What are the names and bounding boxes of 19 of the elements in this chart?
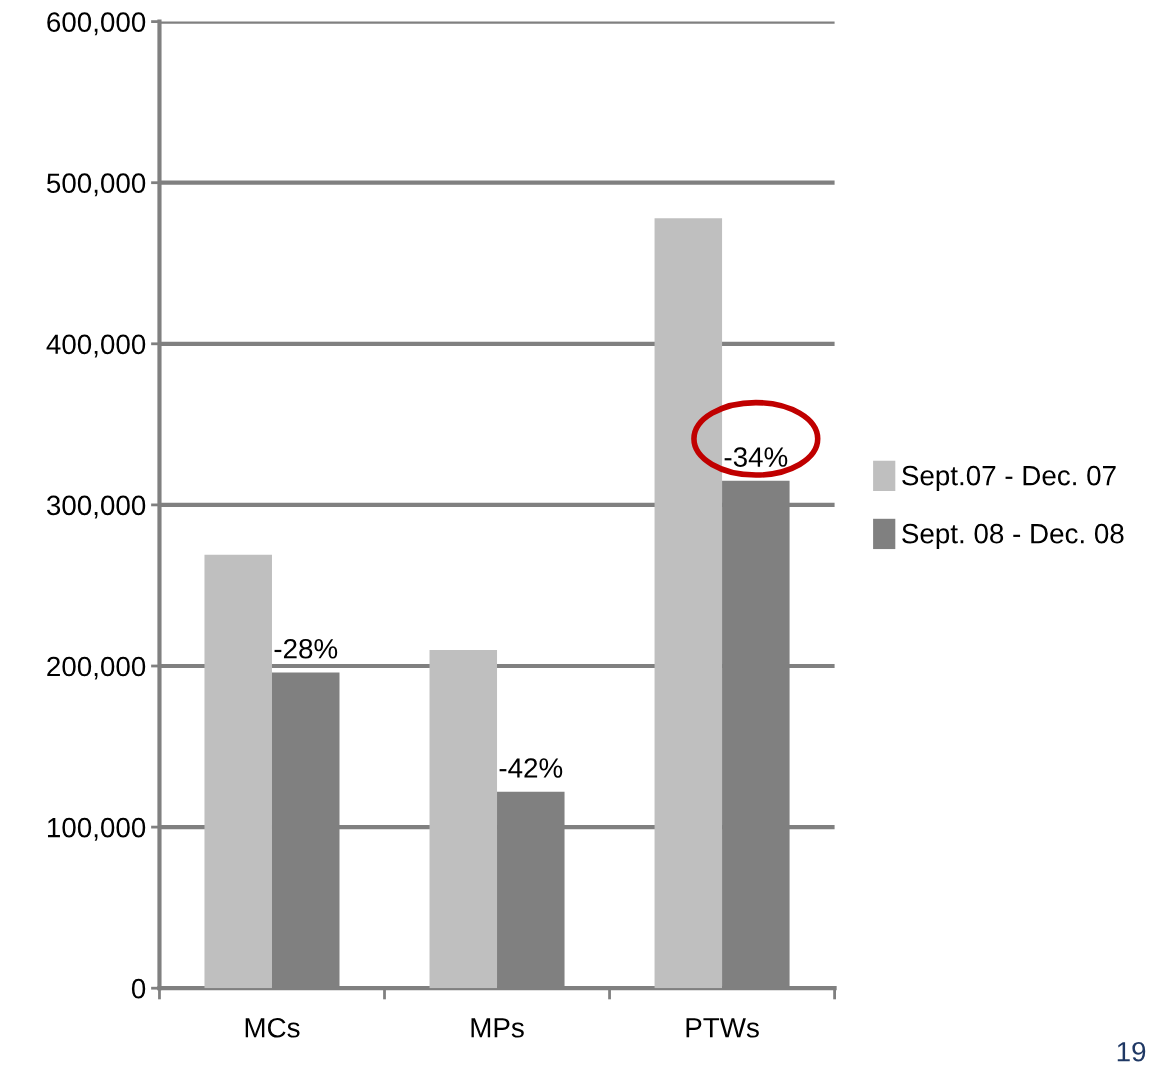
text: 19 — [1117, 1041, 1146, 1062]
annotation: -34% — [724, 447, 788, 467]
x-tick-label: PTWs — [686, 1018, 759, 1038]
legend-label: Sept. 08 - Dec. 08 — [902, 523, 1124, 549]
legend-label: Sept.07 - Dec. 07 — [902, 465, 1116, 491]
y-tick-label: 100,000 — [47, 817, 146, 841]
y-tick-label: 500,000 — [46, 173, 146, 197]
y-tick-label: 0 — [131, 978, 146, 999]
y-tick-label: 400,000 — [46, 334, 146, 358]
x-tick-label: MPs — [471, 1018, 524, 1038]
annotation: -42% — [499, 758, 563, 778]
y-tick-label: 300,000 — [46, 495, 146, 519]
bar — [204, 554, 272, 989]
annotation: -28% — [274, 638, 338, 659]
y-tick-label: 600,000 — [47, 12, 146, 36]
x-tick-label: MCs — [245, 1017, 300, 1038]
bar — [429, 649, 498, 989]
bar — [654, 218, 723, 989]
y-tick-label: 200,000 — [47, 656, 146, 680]
